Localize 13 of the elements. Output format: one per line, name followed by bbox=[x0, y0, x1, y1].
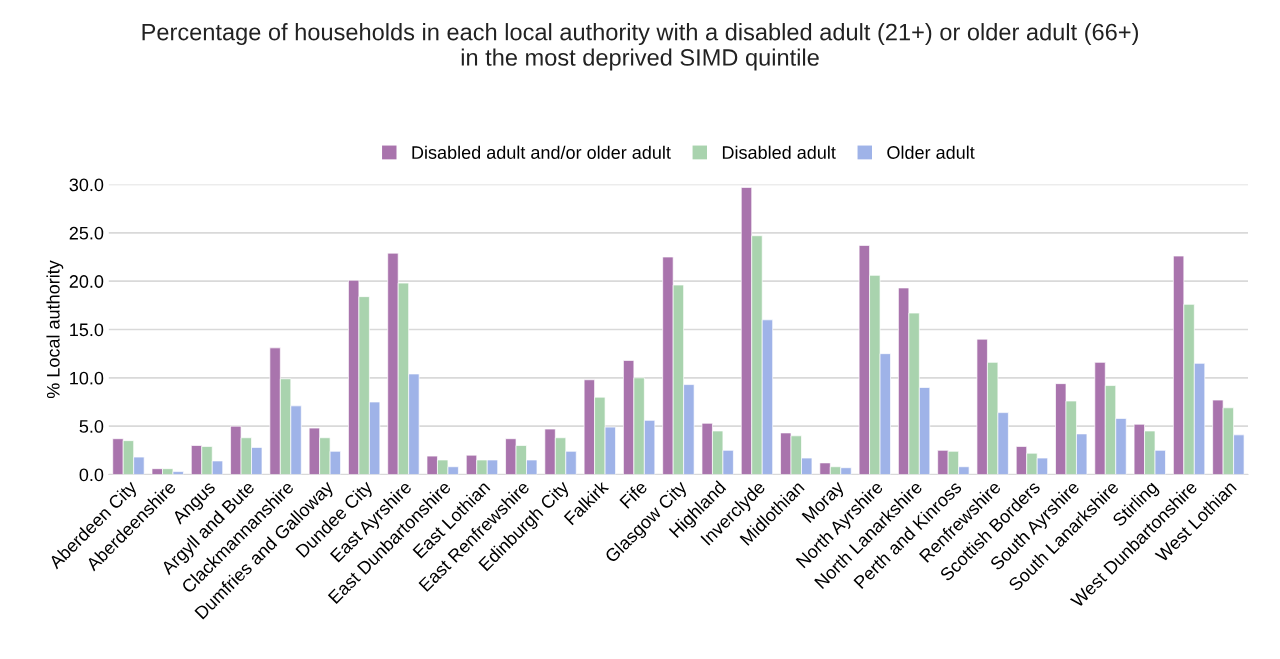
x-tick-label: Fife bbox=[618, 479, 648, 509]
y-tick-label: 25.0 bbox=[69, 226, 104, 240]
y-tick-label: 30.0 bbox=[69, 178, 104, 192]
y-tick-label: 20.0 bbox=[69, 275, 104, 288]
y-tick-label: 0.0 bbox=[79, 468, 104, 482]
y-tick-label: 10.0 bbox=[70, 371, 104, 385]
y-tick-label: 5.0 bbox=[79, 420, 104, 433]
legend-label: Disabled adult bbox=[722, 145, 836, 159]
legend-label: Disabled adult and/or older adult bbox=[412, 145, 671, 159]
y-tick-label: 15.0 bbox=[70, 323, 104, 337]
chart-title: Percentage of households in each local authority with a disabled adult (21+) or older adult (66+) in the most deprived SIMD quintile bbox=[142, 23, 1138, 71]
y-axis-title: % Local authority bbox=[46, 260, 64, 399]
legend-label: Older adult bbox=[887, 145, 975, 159]
